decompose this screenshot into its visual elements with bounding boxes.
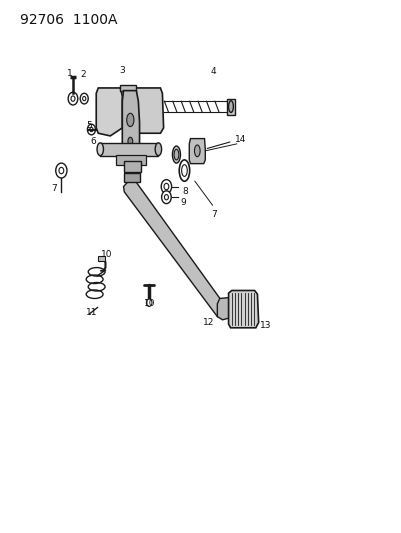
Polygon shape [136,88,164,133]
Text: 12: 12 [203,318,214,327]
Circle shape [80,93,88,104]
Text: 10: 10 [101,250,112,259]
Ellipse shape [128,137,133,146]
Text: 9: 9 [181,198,186,207]
Circle shape [71,96,75,101]
Polygon shape [227,99,235,115]
Ellipse shape [155,143,162,156]
Circle shape [162,191,171,204]
Text: 4: 4 [211,67,217,76]
Bar [124,173,140,182]
Ellipse shape [172,146,180,163]
Polygon shape [100,143,158,156]
Ellipse shape [174,149,179,160]
Circle shape [146,299,152,306]
Text: 5: 5 [87,121,92,130]
Polygon shape [229,290,259,328]
Text: 13: 13 [260,321,271,329]
Text: 92706  1100A: 92706 1100A [20,13,117,27]
Circle shape [164,183,169,190]
Bar [124,161,141,172]
Text: 7: 7 [212,210,217,219]
Circle shape [68,92,78,105]
Polygon shape [96,88,122,136]
Circle shape [59,167,64,174]
Polygon shape [122,91,140,156]
Text: 14: 14 [235,135,246,144]
Text: 2: 2 [80,70,86,79]
Polygon shape [116,155,146,165]
Polygon shape [124,181,228,317]
Polygon shape [189,139,205,164]
Ellipse shape [127,114,134,127]
Ellipse shape [229,101,233,112]
Bar [98,256,105,261]
Circle shape [90,127,93,132]
Text: 3: 3 [119,67,125,75]
Circle shape [164,195,168,200]
Ellipse shape [182,165,187,176]
Circle shape [87,124,95,135]
Text: 10: 10 [144,300,155,308]
Text: 8: 8 [182,188,188,196]
Text: 6: 6 [91,137,96,146]
Polygon shape [217,297,234,320]
Polygon shape [120,85,136,91]
Text: 1: 1 [67,69,73,77]
Text: 7: 7 [51,184,57,193]
Circle shape [161,180,172,193]
Ellipse shape [179,160,190,181]
Ellipse shape [194,145,200,157]
Text: 11: 11 [86,308,97,317]
Circle shape [83,96,86,101]
Ellipse shape [97,143,103,156]
Circle shape [56,163,67,178]
